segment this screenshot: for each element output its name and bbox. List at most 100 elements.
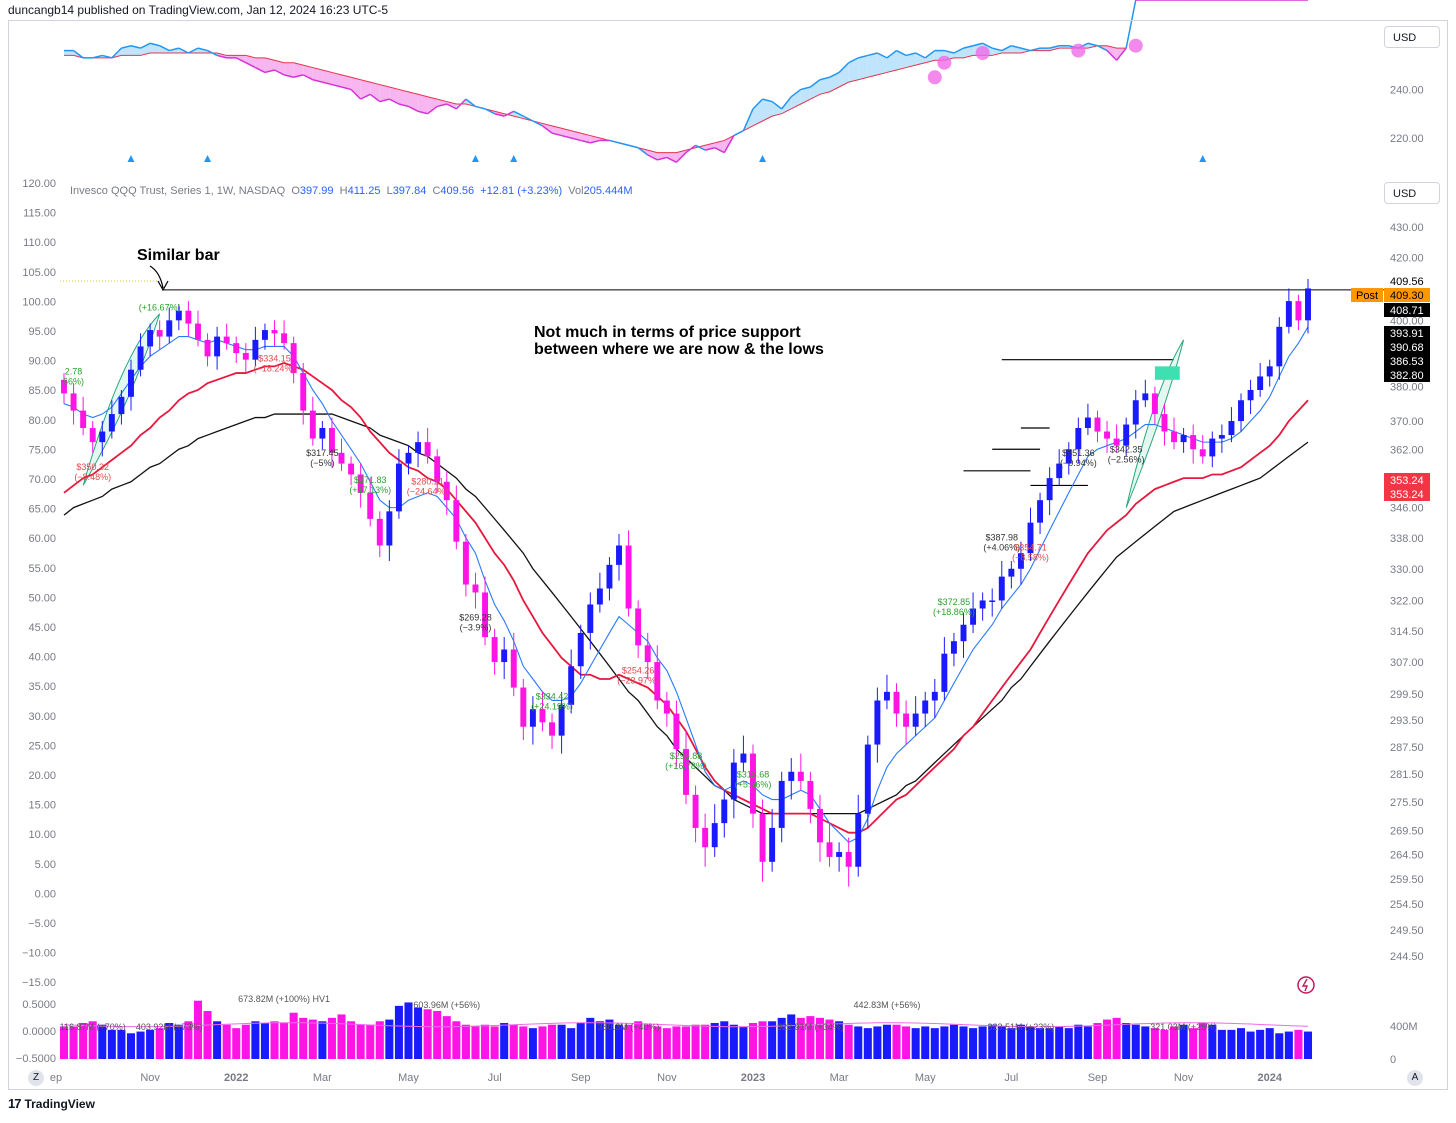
oscillator-fill [772, 101, 782, 117]
candle-body [950, 641, 957, 654]
volume-bar [1227, 1029, 1236, 1059]
time-axis-label: May [398, 1072, 419, 1084]
price-tick-label: 244.50 [1390, 951, 1424, 963]
low-value: 397.84 [392, 185, 427, 197]
oscillator-signal-dot [1128, 38, 1143, 53]
currency-selector-top[interactable]: USD [1384, 26, 1440, 48]
price-tick-label: 307.00 [1390, 657, 1424, 669]
candle-body [817, 808, 823, 843]
lightning-icon [1301, 978, 1309, 992]
volume-left-tick-label: −0.5000 [16, 1053, 56, 1065]
candle-body [730, 762, 737, 800]
volume-bar [567, 1028, 576, 1059]
oscillator-fast-line [274, 69, 285, 76]
swing-price-label: $296.88 [670, 751, 703, 761]
oscillator-fill [963, 45, 974, 58]
candle-body [549, 722, 555, 736]
candle-body [883, 691, 890, 701]
volume-bar [835, 1021, 844, 1059]
currency-selector-main[interactable]: USD [1384, 182, 1440, 204]
volume-bar [1189, 1028, 1198, 1059]
time-axis-label: Nov [140, 1072, 160, 1084]
candle-body [175, 310, 182, 321]
candle-body [281, 333, 288, 344]
volume-bar [1131, 1024, 1140, 1059]
oscillator-fast-line [465, 98, 476, 108]
candle-body [778, 780, 785, 828]
volume-average-line [63, 1022, 1309, 1028]
time-axis-label: Nov [1174, 1072, 1194, 1084]
volume-bar [1055, 1026, 1064, 1059]
oscillator-fast-line [819, 76, 830, 81]
volume-bar [1103, 1019, 1112, 1059]
oscillator-fast-line [188, 47, 199, 54]
close-value: 409.56 [440, 185, 475, 197]
oscillator-fill [877, 53, 887, 75]
oscillator-fast-line [685, 144, 697, 154]
candle-body [214, 336, 221, 357]
candle-body [941, 653, 948, 692]
candle-body [462, 541, 469, 585]
price-badge-label: 409.30 [1390, 290, 1424, 302]
support-annotation-line2: between where we are now & the lows [534, 341, 824, 358]
candle-body [797, 771, 804, 781]
price-badge [1384, 326, 1430, 340]
volume-bar [117, 1029, 126, 1059]
volume-bar [126, 1033, 136, 1059]
oscillator-signal-dot [1071, 43, 1086, 58]
candle-body [836, 852, 843, 857]
oscillator-fast-line [905, 52, 916, 57]
volume-bar [806, 1016, 815, 1059]
oscillator-fast-line [992, 47, 1002, 52]
candle-body [300, 373, 307, 411]
volume-bar [768, 1021, 777, 1059]
oscillator-fill [418, 94, 428, 114]
oscillator-fill [322, 70, 332, 85]
volume-bar [165, 1023, 174, 1059]
volume-bar [1303, 1031, 1313, 1059]
candle-body [108, 414, 115, 432]
swing-percent-label: (−8.48%) [74, 472, 111, 482]
price-tick-label: 259.50 [1390, 874, 1424, 886]
price-tick-label: 269.50 [1390, 825, 1424, 837]
oscillator-fill [64, 50, 74, 56]
volume-bar [854, 1026, 863, 1059]
timezone-z-button[interactable]: Z [28, 1070, 44, 1086]
swing-percent-label: (−5%) [310, 458, 334, 468]
support-annotation: Not much in terms of price support betwe… [534, 324, 824, 358]
oscillator-fast-line [695, 144, 706, 151]
support-annotation-line1: Not much in terms of price support [534, 324, 801, 341]
time-axis-label: 2022 [224, 1072, 248, 1084]
oscillator-fill [915, 53, 926, 66]
overlay-tick-label: 40.00 [28, 652, 56, 664]
candle-body [1017, 553, 1024, 569]
volume-bar [1016, 1024, 1025, 1059]
price-badge-label: 353.24 [1390, 489, 1424, 501]
candle-body [1238, 400, 1244, 422]
candle-body [874, 700, 881, 745]
auto-scale-button[interactable]: A [1407, 1070, 1423, 1086]
swing-price-label: $334.42 [536, 692, 569, 702]
volume-bar [538, 1026, 547, 1059]
oscillator-fast-line [322, 81, 333, 86]
price-tick-label: 275.50 [1390, 797, 1424, 809]
candle-body [654, 662, 661, 701]
time-axis-label: ep [50, 1072, 62, 1084]
volume-bar [79, 1023, 88, 1059]
volume-bar [691, 1024, 700, 1059]
volume-bar [997, 1026, 1006, 1059]
volume-bar [1064, 1028, 1073, 1059]
price-badge [1384, 487, 1430, 501]
swing-price-label: $354.71 [1014, 543, 1047, 553]
oscillator-fast-line [235, 57, 247, 64]
time-axis-label: Jul [488, 1072, 502, 1084]
overlay-tick-label: 80.00 [28, 415, 56, 427]
overlay-tick-label: 70.00 [28, 474, 56, 486]
candle-body [1257, 376, 1264, 390]
oscillator-triangle-marker [759, 155, 767, 162]
oscillator-fast-line [1125, 0, 1137, 49]
oscillator-fill [379, 84, 390, 102]
candle-body [242, 353, 249, 360]
